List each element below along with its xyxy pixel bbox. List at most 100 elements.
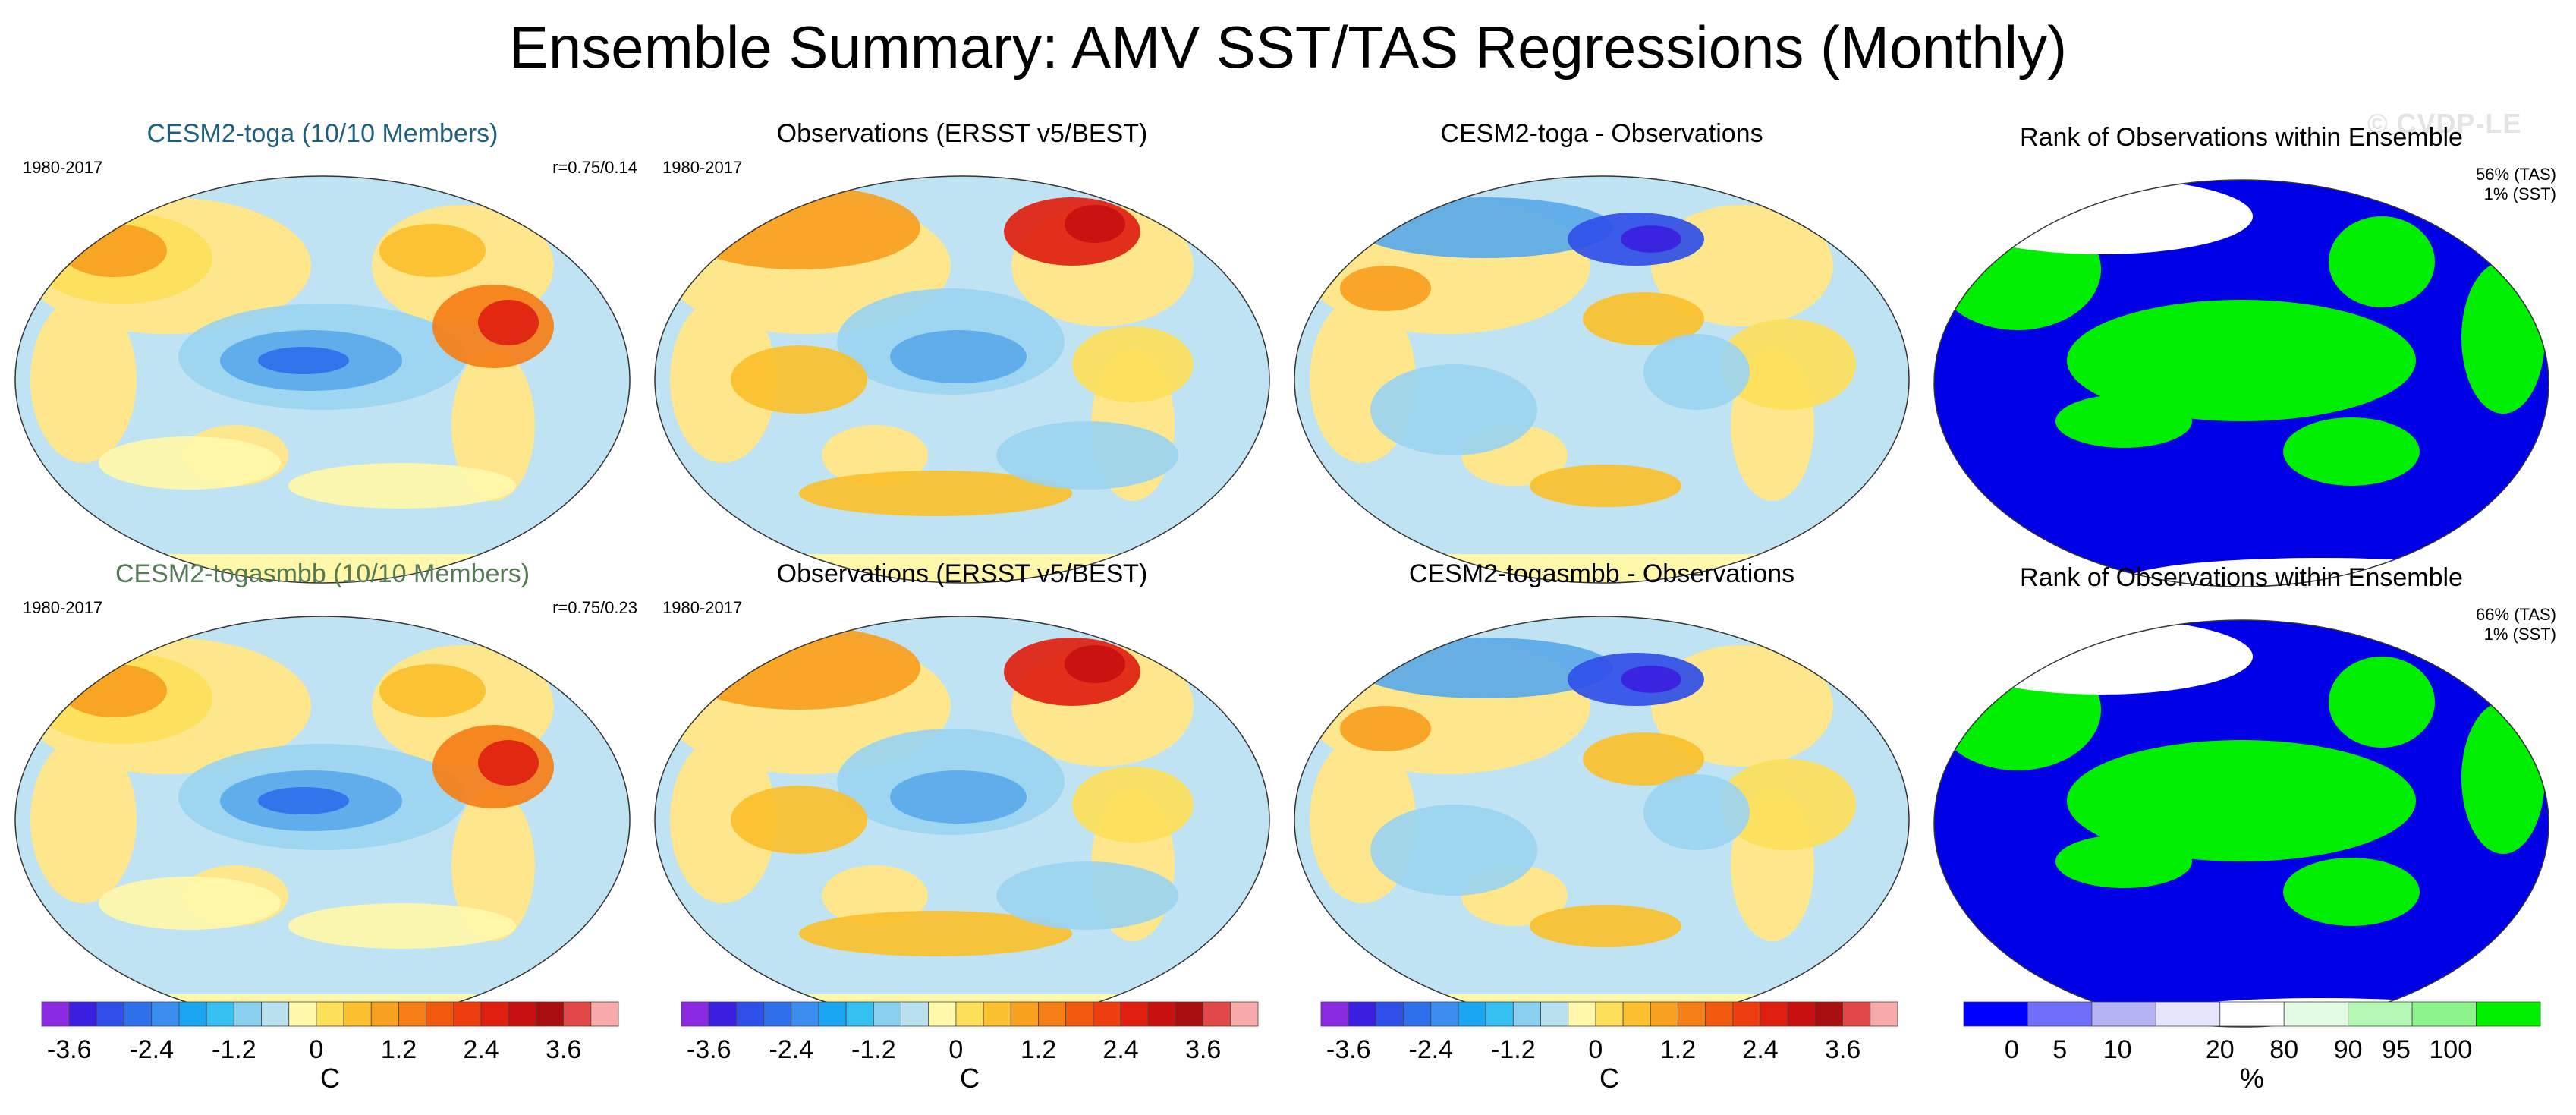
field-anomaly (678, 186, 920, 269)
colorbar-swatch (41, 1001, 70, 1027)
colorbar-swatch (2155, 1001, 2221, 1027)
colorbar-swatch (1815, 1001, 1844, 1027)
colorbar-swatch (983, 1001, 1011, 1027)
correlation-label: r=0.75/0.14 (552, 158, 637, 177)
colorbar-swatch (791, 1001, 819, 1027)
field-anomaly (1583, 292, 1704, 345)
rank-stat: 56% (TAS) 1% (SST) (2476, 165, 2556, 204)
colorbar-swatch (1203, 1001, 1231, 1027)
rank-region-green (2283, 417, 2420, 486)
field-anomaly (258, 347, 349, 374)
colorbar-swatch (1375, 1001, 1404, 1027)
field-anomaly (1621, 666, 1681, 693)
colorbar-unit: % (2239, 1063, 2264, 1094)
field-anomaly (288, 903, 516, 949)
colorbar-temp-2: C -3.6 -2.4 -1.2 0 1.2 2.4 3.6 (681, 1001, 1259, 1108)
regression-map (654, 616, 1270, 1024)
rank-region-green (2329, 657, 2435, 748)
colorbar-swatch (1512, 1001, 1541, 1027)
colorbar-swatch (1065, 1001, 1094, 1027)
colorbar-swatch (480, 1001, 509, 1027)
map-field (1294, 176, 1909, 583)
colorbar-swatch (1963, 1001, 2028, 1027)
field-anomaly (1072, 767, 1194, 843)
colorbar-swatches (1320, 1001, 1898, 1027)
colorbar-swatch (590, 1001, 619, 1027)
continent-south-america (451, 349, 535, 501)
colorbar-swatch (2476, 1001, 2541, 1027)
difference-map (1294, 616, 1910, 1024)
panel-title: CESM2-togasmbb - Observations (1408, 559, 1795, 588)
colorbar-tick-label: 20 (2205, 1035, 2235, 1064)
colorbar-swatch (426, 1001, 454, 1027)
colorbar-tick-label: 0 (1588, 1035, 1603, 1064)
field-anomaly (61, 224, 167, 277)
field-anomaly (1065, 205, 1125, 243)
rank-region-green (2067, 300, 2416, 421)
colorbar-swatch (206, 1001, 234, 1027)
colorbar-swatch (901, 1001, 929, 1027)
colorbar-swatch (873, 1001, 901, 1027)
regression-map (14, 616, 631, 1024)
field-anomaly (996, 861, 1178, 930)
rank-region-green (2461, 702, 2545, 854)
field-anomaly (1530, 905, 1681, 947)
correlation-label: r=0.75/0.23 (552, 598, 637, 617)
colorbar-swatch (1458, 1001, 1486, 1027)
colorbar-swatch (536, 1001, 565, 1027)
field-anomaly (1530, 465, 1681, 507)
colorbar-swatch (1038, 1001, 1067, 1027)
field-anomaly (379, 664, 486, 717)
colorbar-swatch (1540, 1001, 1569, 1027)
colorbar-swatch (735, 1001, 764, 1027)
field-anomaly (731, 786, 867, 854)
colorbar-swatch (1485, 1001, 1514, 1027)
field-anomaly (1583, 732, 1704, 786)
figure-title: Ensemble Summary: AMV SST/TAS Regression… (508, 14, 2068, 80)
map-outline (1294, 175, 1910, 584)
colorbar-tick-label: 1.2 (380, 1035, 417, 1064)
colorbar-tick-label: 0 (309, 1035, 324, 1064)
map-outline (1933, 619, 2549, 1028)
colorbar-swatch (2091, 1001, 2156, 1027)
colorbar-swatches (681, 1001, 1259, 1027)
panel-row1-obs: Observations (ERSST v5/BEST) 1980-2017 (647, 119, 1277, 592)
field-anomaly (1370, 364, 1537, 455)
panel-title: Rank of Observations within Ensemble (2020, 123, 2463, 152)
rank-region-green (2067, 740, 2416, 861)
rank-tas-label: 56% (TAS) (2476, 165, 2556, 184)
field-anomaly (478, 740, 539, 786)
colorbar-tick-label: -3.6 (686, 1035, 731, 1064)
colorbar-swatch (1842, 1001, 1871, 1027)
period-label: 1980-2017 (23, 158, 103, 177)
map-field (655, 176, 1269, 583)
map-field (1934, 180, 2549, 587)
colorbar-tick-label: 5 (2052, 1035, 2068, 1064)
colorbar-swatch (1705, 1001, 1734, 1027)
colorbar-swatch (1622, 1001, 1651, 1027)
field-anomaly (996, 421, 1178, 490)
field-anomaly (890, 330, 1027, 383)
colorbar-unit: C (1599, 1063, 1619, 1094)
colorbar-swatch (1010, 1001, 1039, 1027)
field-anomaly (799, 911, 1072, 956)
panel-title: Observations (ERSST v5/BEST) (776, 559, 1148, 588)
map-field (15, 176, 630, 583)
field-anomaly (99, 436, 281, 490)
panel-row1-model: CESM2-toga (10/10 Members) 1980-2017 r=0… (8, 119, 637, 592)
colorbar-swatch (178, 1001, 207, 1027)
colorbar-tick-label: -2.4 (129, 1035, 175, 1064)
field-anomaly (1719, 319, 1856, 410)
colorbar-swatch (1320, 1001, 1349, 1027)
colorbar-swatch (2348, 1001, 2413, 1027)
period-label: 1980-2017 (662, 598, 743, 617)
rank-map (1933, 179, 2549, 587)
panel-title: CESM2-toga (10/10 Members) (146, 119, 499, 148)
colorbar-swatch (2411, 1001, 2477, 1027)
colorbar-tick-label: 1.2 (1020, 1035, 1057, 1064)
field-anomaly (99, 877, 281, 930)
rank-tas-label: 66% (TAS) (2476, 605, 2556, 624)
period-label: 1980-2017 (23, 598, 103, 617)
colorbar-swatch (2219, 1001, 2285, 1027)
colorbar-swatch (763, 1001, 792, 1027)
